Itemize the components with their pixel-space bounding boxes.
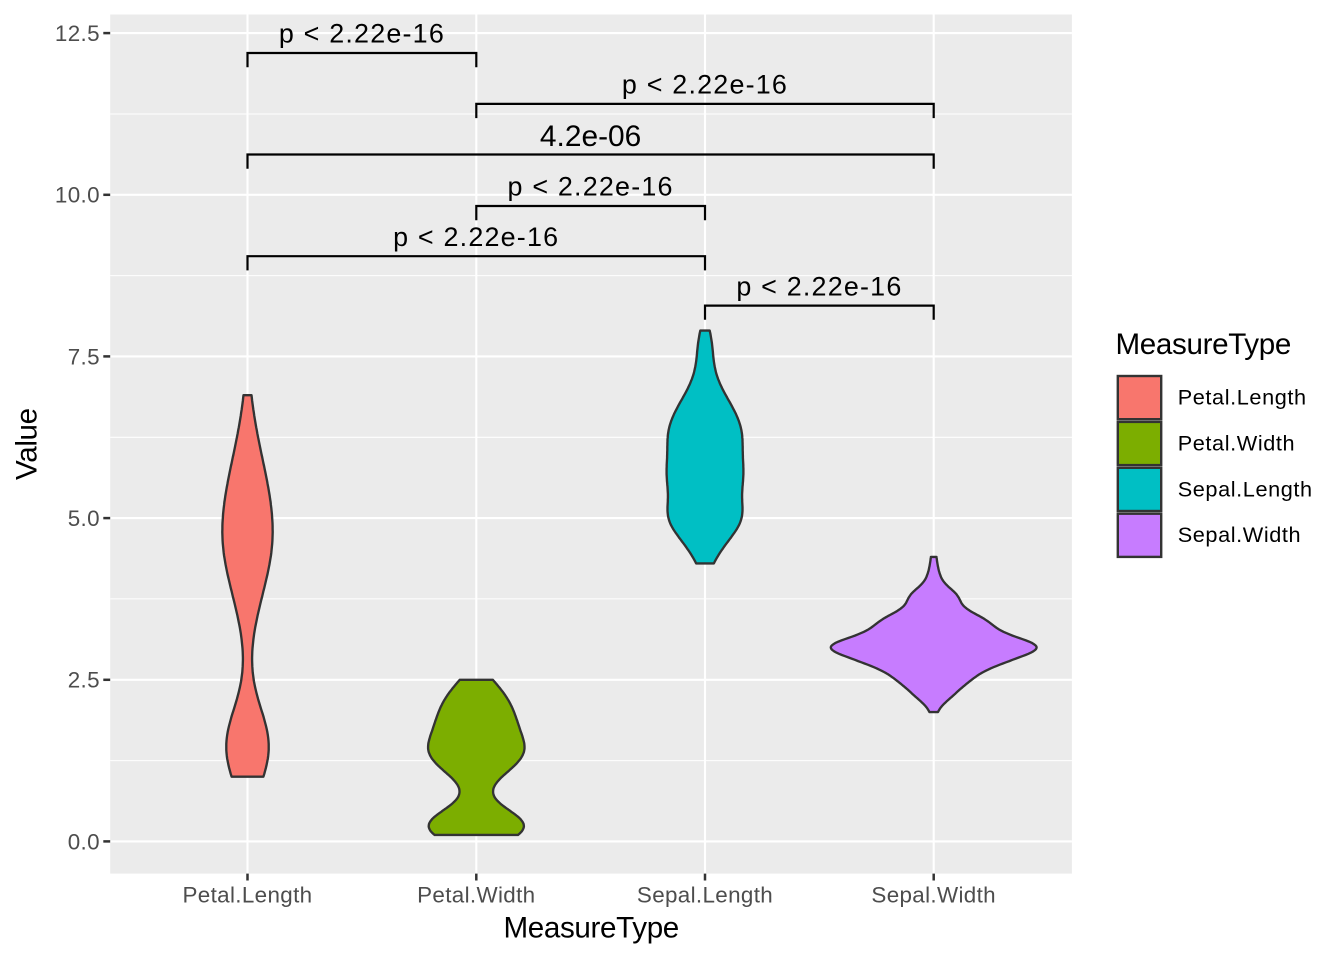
svg-text:p < 2.22e-16: p < 2.22e-16 <box>736 271 902 301</box>
svg-text:5.0: 5.0 <box>68 506 100 531</box>
svg-text:p < 2.22e-16: p < 2.22e-16 <box>393 222 559 252</box>
svg-text:12.5: 12.5 <box>55 21 100 46</box>
svg-text:Petal.Width: Petal.Width <box>417 883 535 908</box>
svg-text:Value: Value <box>11 408 44 480</box>
svg-text:10.0: 10.0 <box>55 183 100 208</box>
svg-text:MeasureType: MeasureType <box>503 912 678 945</box>
svg-text:7.5: 7.5 <box>68 344 100 369</box>
svg-text:Sepal.Length: Sepal.Length <box>637 883 773 908</box>
svg-text:Sepal.Width: Sepal.Width <box>871 883 996 908</box>
svg-text:p < 2.22e-16: p < 2.22e-16 <box>279 19 445 49</box>
svg-text:Sepal.Width: Sepal.Width <box>1178 522 1302 547</box>
svg-text:Sepal.Length: Sepal.Length <box>1178 476 1313 501</box>
svg-text:4.2e-06: 4.2e-06 <box>540 120 641 153</box>
svg-text:Petal.Width: Petal.Width <box>1178 430 1296 455</box>
svg-text:p < 2.22e-16: p < 2.22e-16 <box>508 172 674 202</box>
svg-text:MeasureType: MeasureType <box>1116 328 1291 361</box>
svg-text:p < 2.22e-16: p < 2.22e-16 <box>622 70 788 100</box>
svg-text:Petal.Length: Petal.Length <box>1178 385 1307 410</box>
svg-text:Petal.Length: Petal.Length <box>183 883 313 908</box>
svg-text:0.0: 0.0 <box>68 829 100 854</box>
svg-text:2.5: 2.5 <box>68 668 100 693</box>
